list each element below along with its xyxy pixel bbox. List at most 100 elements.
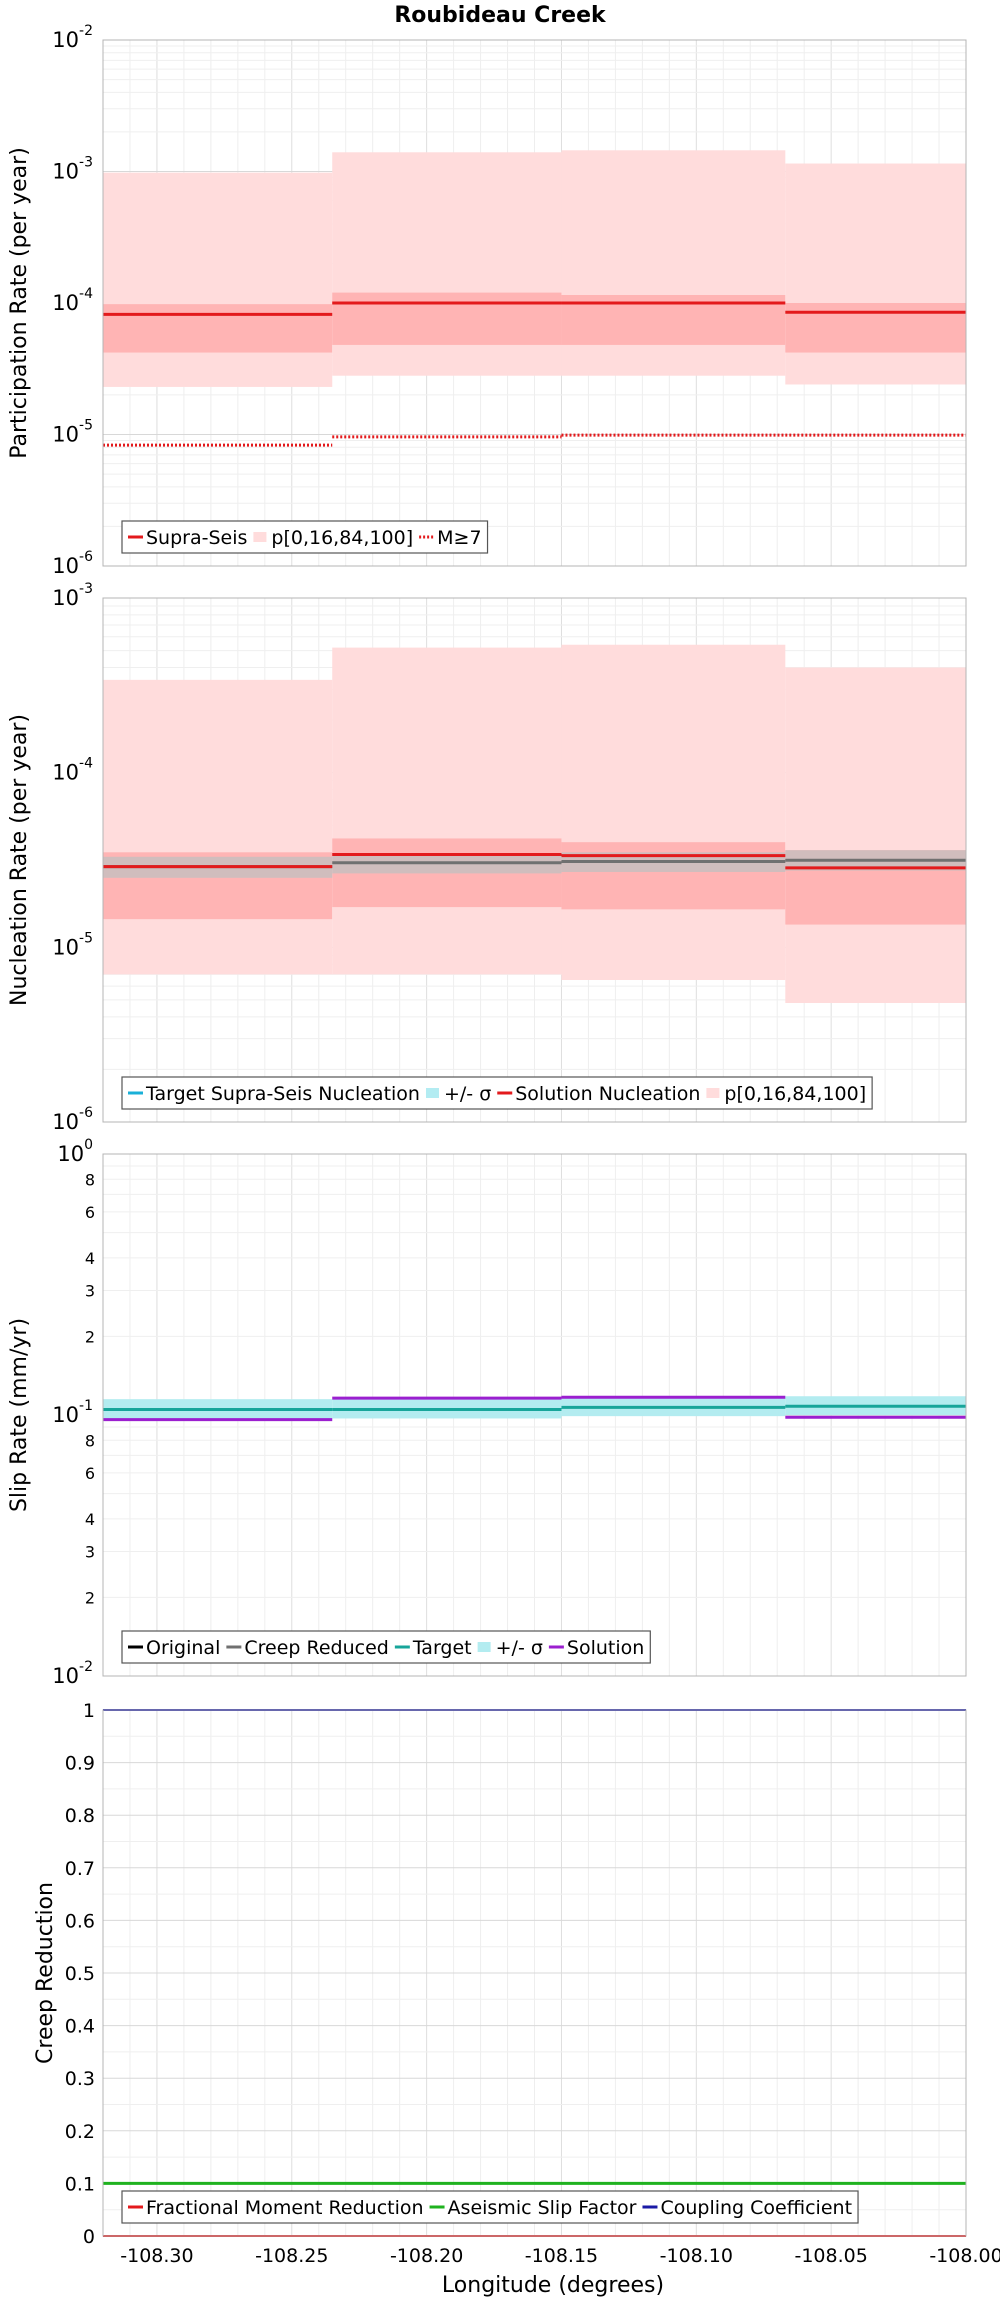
y-tick-base: 10 [52, 1664, 79, 1688]
legend-swatch [706, 1088, 720, 1098]
y-tick-label: 10-5 [52, 418, 93, 447]
y-tick-label: 0.1 [65, 2173, 95, 2195]
y-axis-title: Nucleation Rate (per year) [7, 714, 32, 1006]
x-tick-label: -108.10 [660, 2245, 733, 2267]
legend: Original Creep Reduced Target +/- σ Solution [121, 1630, 651, 1664]
x-axis-title: Longitude (degrees) [442, 2273, 664, 2298]
y-tick-label: 0.2 [65, 2121, 95, 2143]
x-tick-label: -108.05 [794, 2245, 867, 2267]
y-tick-label: 0.5 [65, 1963, 95, 1985]
p16-p84-band [332, 292, 562, 345]
legend-label: Creep Reduced [244, 1637, 388, 1659]
y-minor-tick-label: 6 [85, 1203, 95, 1222]
legend-label: M≥7 [437, 527, 481, 549]
y-tick-exponent: -5 [79, 418, 93, 434]
y-tick-exponent: -4 [79, 756, 93, 772]
legend-label: Fractional Moment Reduction [146, 2197, 424, 2219]
legend-label: Coupling Coefficient [660, 2197, 852, 2219]
legend-swatch [425, 1088, 439, 1098]
y-tick-exponent: -2 [79, 23, 93, 39]
p0-p100-band [103, 172, 333, 387]
y-tick-base: 10 [52, 935, 79, 959]
p16-p84-band [785, 303, 966, 353]
y-tick-exponent: -1 [79, 1398, 93, 1414]
legend-label: Target Supra-Seis Nucleation [145, 1083, 420, 1105]
y-tick-label: 0 [83, 2226, 95, 2248]
y-axis-title: Creep Reduction [33, 1882, 58, 2064]
y-tick-label: 100 [57, 1137, 93, 1166]
legend-swatch [253, 532, 267, 542]
p0-p100-band [785, 667, 966, 1004]
y-minor-tick-label: 4 [85, 1249, 95, 1268]
y-tick-label: 10-4 [52, 286, 93, 315]
y-tick-label: 0.8 [65, 1805, 95, 1827]
y-tick-label: 10-3 [52, 581, 93, 610]
y-minor-tick-label: 3 [85, 1281, 95, 1300]
y-tick-base: 10 [52, 291, 79, 315]
x-tick-label: -108.20 [390, 2245, 463, 2267]
y-tick-label: 10-3 [52, 155, 93, 184]
y-tick-base: 10 [52, 761, 79, 785]
y-tick-base: 10 [52, 1403, 79, 1427]
y-minor-tick-label: 8 [85, 1431, 95, 1450]
p0-p100-band [103, 679, 333, 975]
y-tick-exponent: -5 [79, 930, 93, 946]
y-minor-tick-label: 2 [85, 1327, 95, 1346]
plot-frame [102, 1153, 967, 1677]
legend-label: Original [146, 1637, 220, 1659]
legend-label: Supra-Seis [146, 527, 247, 549]
y-tick-base: 10 [52, 554, 79, 578]
y-tick-label: 10-2 [52, 23, 93, 52]
y-axis-title: Participation Rate (per year) [7, 147, 32, 459]
y-minor-tick-label: 2 [85, 1588, 95, 1607]
legend-label: +/- σ [496, 1637, 543, 1659]
x-tick-label: -108.15 [525, 2245, 598, 2267]
p16-p84-band [561, 842, 786, 910]
y-minor-tick-label: 6 [85, 1464, 95, 1483]
y-tick-exponent: -3 [79, 581, 93, 597]
legend: Supra-Seis p[0,16,84,100] M≥7 [121, 520, 489, 554]
x-tick-label: -108.00 [929, 2245, 1000, 2267]
legend-label: p[0,16,84,100] [271, 527, 413, 549]
y-tick-label: 10-2 [52, 1659, 93, 1688]
y-tick-exponent: -3 [79, 155, 93, 171]
legend-box [121, 2190, 859, 2224]
p16-p84-band [103, 304, 333, 353]
y-axis-title: Slip Rate (mm/yr) [7, 1318, 32, 1512]
y-minor-tick-label: 8 [85, 1170, 95, 1189]
y-tick-label: 0.7 [65, 1858, 95, 1880]
y-tick-base: 10 [52, 423, 79, 447]
p0-p100-band [561, 644, 786, 981]
y-tick-exponent: -2 [79, 1659, 93, 1675]
y-tick-exponent: 0 [84, 1137, 93, 1153]
y-tick-label: 10-4 [52, 756, 93, 785]
x-tick-label: -108.25 [255, 2245, 328, 2267]
legend-box [121, 520, 489, 554]
legend-label: Solution [567, 1637, 644, 1659]
y-tick-label: 0.6 [65, 1910, 95, 1932]
legend-label: Solution Nucleation [515, 1083, 700, 1105]
y-tick-exponent: -4 [79, 286, 93, 302]
y-tick-label: 0.3 [65, 2068, 95, 2090]
y-tick-label: 1 [83, 1700, 95, 1722]
y-tick-label: 0.9 [65, 1753, 95, 1775]
y-tick-base: 10 [52, 586, 79, 610]
legend-swatch [477, 1642, 491, 1652]
y-tick-base: 10 [57, 1142, 84, 1166]
y-tick-label: 10-1 [52, 1398, 93, 1427]
x-tick-label: -108.30 [120, 2245, 193, 2267]
legend-label: p[0,16,84,100] [724, 1083, 866, 1105]
y-tick-exponent: -6 [79, 1105, 93, 1121]
y-minor-tick-label: 4 [85, 1510, 95, 1529]
legend-label: Target [412, 1637, 472, 1659]
legend-box [121, 1076, 873, 1110]
y-tick-label: 10-6 [52, 549, 93, 578]
y-tick-label: 10-5 [52, 930, 93, 959]
y-tick-base: 10 [52, 1110, 79, 1134]
y-tick-label: 0.4 [65, 2016, 95, 2038]
